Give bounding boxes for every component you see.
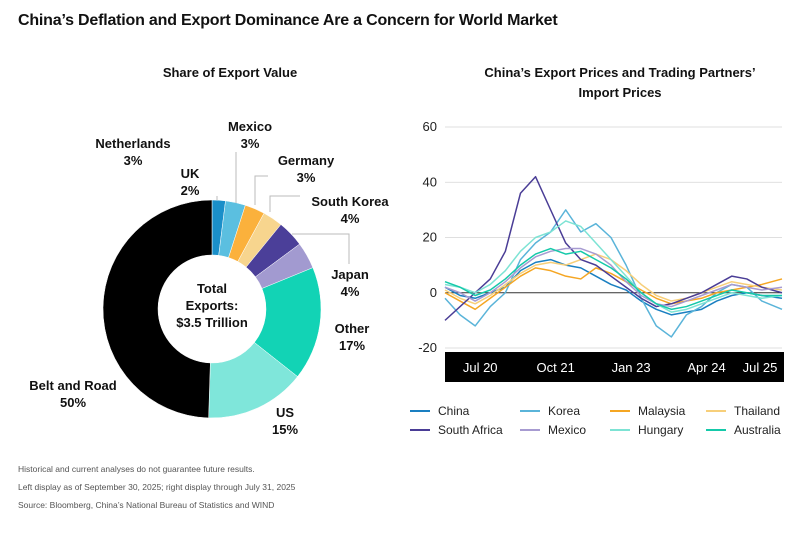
legend-label-australia: Australia bbox=[734, 423, 781, 437]
footnote-disclaimer: Historical and current analyses do not g… bbox=[18, 464, 255, 474]
legend-swatch-thailand bbox=[706, 410, 726, 412]
series-line-malaysia bbox=[444, 267, 783, 311]
pie-value-belt-and-road: 50% bbox=[60, 395, 86, 410]
main-title: China’s Deflation and Export Dominance A… bbox=[18, 12, 558, 29]
legend-label-korea: Korea bbox=[548, 404, 581, 418]
legend-item-thailand: Thailand bbox=[706, 404, 780, 418]
pie-chart-title: Share of Export Value bbox=[162, 65, 298, 80]
legend-swatch-australia bbox=[706, 429, 726, 431]
legend-label-thailand: Thailand bbox=[734, 404, 781, 418]
legend-label-china: China bbox=[438, 404, 470, 418]
legend-swatch-hungary bbox=[610, 429, 630, 431]
x-tick-oct-21: Oct 21 bbox=[537, 360, 575, 375]
pie-value-netherlands: 3% bbox=[124, 153, 143, 168]
leader-line-south-korea bbox=[269, 195, 300, 212]
legend-item-china: China bbox=[410, 404, 469, 418]
x-tick-jul-25: Jul 25 bbox=[743, 360, 778, 375]
series-line-mexico bbox=[444, 247, 783, 308]
pie-value-germany: 3% bbox=[297, 170, 316, 185]
footnote-source: Source: Bloomberg, China’s National Bure… bbox=[18, 500, 275, 510]
legend-item-korea: Korea bbox=[520, 404, 580, 418]
pie-value-us: 15% bbox=[272, 422, 298, 437]
legend-swatch-south-africa bbox=[410, 429, 430, 431]
line-chart-title: China’s Export Prices and Trading Partne… bbox=[484, 65, 756, 100]
pie-value-mexico: 3% bbox=[241, 136, 260, 151]
pie-value-south-korea: 4% bbox=[341, 211, 360, 226]
x-tick-jul-20: Jul 20 bbox=[463, 360, 498, 375]
footnote-dates: Left display as of September 30, 2025; r… bbox=[18, 482, 296, 492]
donut-center-label-3: $3.5 Trillion bbox=[176, 315, 248, 330]
series-line-australia bbox=[444, 247, 782, 311]
y-tick-20: 20 bbox=[423, 230, 437, 245]
pie-value-other: 17% bbox=[339, 338, 365, 353]
legend-item-hungary: Hungary bbox=[610, 423, 683, 437]
legend-item-malaysia: Malaysia bbox=[610, 404, 685, 418]
donut-center-label-2: Exports: bbox=[186, 298, 239, 313]
series-line-hungary bbox=[444, 220, 783, 313]
legend-item-mexico: Mexico bbox=[520, 423, 586, 437]
pie-label-belt-and-road: Belt and Road bbox=[29, 378, 116, 393]
legend-label-mexico: Mexico bbox=[548, 423, 587, 437]
legend-label-hungary: Hungary bbox=[638, 423, 684, 437]
leader-line-germany bbox=[254, 175, 268, 205]
legend-item-south-africa: South Africa bbox=[410, 423, 503, 437]
y-tick-40: 40 bbox=[423, 174, 437, 189]
pie-label-mexico: Mexico bbox=[228, 119, 272, 134]
legend-item-australia: Australia bbox=[706, 423, 781, 437]
y-tick-60: 60 bbox=[423, 119, 437, 134]
pie-label-germany: Germany bbox=[278, 153, 335, 168]
x-axis-band bbox=[445, 352, 784, 382]
pie-label-other: Other bbox=[335, 321, 370, 336]
pie-label-us: US bbox=[276, 405, 294, 420]
pie-label-south-korea: South Korea bbox=[311, 194, 389, 209]
y-tick-0: 0 bbox=[430, 285, 437, 300]
x-tick-jan-23: Jan 23 bbox=[612, 360, 651, 375]
legend-swatch-korea bbox=[520, 410, 540, 412]
y-tick--20: -20 bbox=[418, 340, 437, 355]
pie-value-japan: 4% bbox=[341, 284, 360, 299]
legend-swatch-malaysia bbox=[610, 410, 630, 412]
pie-label-japan: Japan bbox=[331, 267, 369, 282]
legend-label-malaysia: Malaysia bbox=[638, 404, 686, 418]
x-tick-apr-24: Apr 24 bbox=[687, 360, 725, 375]
pie-label-netherlands: Netherlands bbox=[95, 136, 170, 151]
leader-line-japan bbox=[292, 233, 350, 264]
series-line-south-africa bbox=[444, 175, 783, 321]
pie-value-uk: 2% bbox=[181, 183, 200, 198]
pie-label-uk: UK bbox=[181, 166, 200, 181]
donut-center-label-1: Total bbox=[197, 281, 227, 296]
legend-swatch-mexico bbox=[520, 429, 540, 431]
series-line-korea bbox=[444, 209, 783, 338]
legend-swatch-china bbox=[410, 410, 430, 412]
legend-label-south-africa: South Africa bbox=[438, 423, 503, 437]
pie-slice-belt-and-road bbox=[102, 199, 213, 419]
